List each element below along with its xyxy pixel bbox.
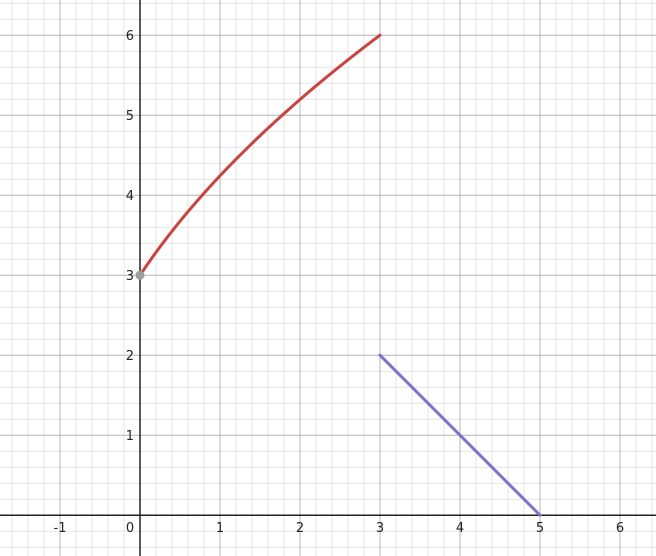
y-tick-label: 4: [126, 189, 134, 204]
x-tick-label: -1: [54, 521, 67, 536]
x-tick-label: 5: [536, 521, 544, 536]
y-tick-label: 6: [126, 29, 134, 44]
x-tick-label: 2: [296, 521, 304, 536]
y-tick-label: 2: [126, 349, 134, 364]
x-tick-label: 6: [616, 521, 624, 536]
x-tick-label: 1: [216, 521, 224, 536]
y-tick-label: 3: [126, 269, 134, 284]
y-tick-label: 5: [126, 109, 134, 124]
x-tick-label: 0: [126, 521, 134, 536]
tick-labels: -1 0 1 2 3 4 5 6 1 2 3 4 5 6: [54, 29, 625, 536]
x-tick-label: 3: [376, 521, 384, 536]
x-tick-label: 4: [456, 521, 464, 536]
curves: [135, 33, 542, 517]
y-tick-label: 1: [126, 429, 134, 444]
endpoint-marker: [135, 270, 145, 280]
series-2-curve: [378, 353, 542, 517]
series-1-curve: [138, 33, 382, 277]
